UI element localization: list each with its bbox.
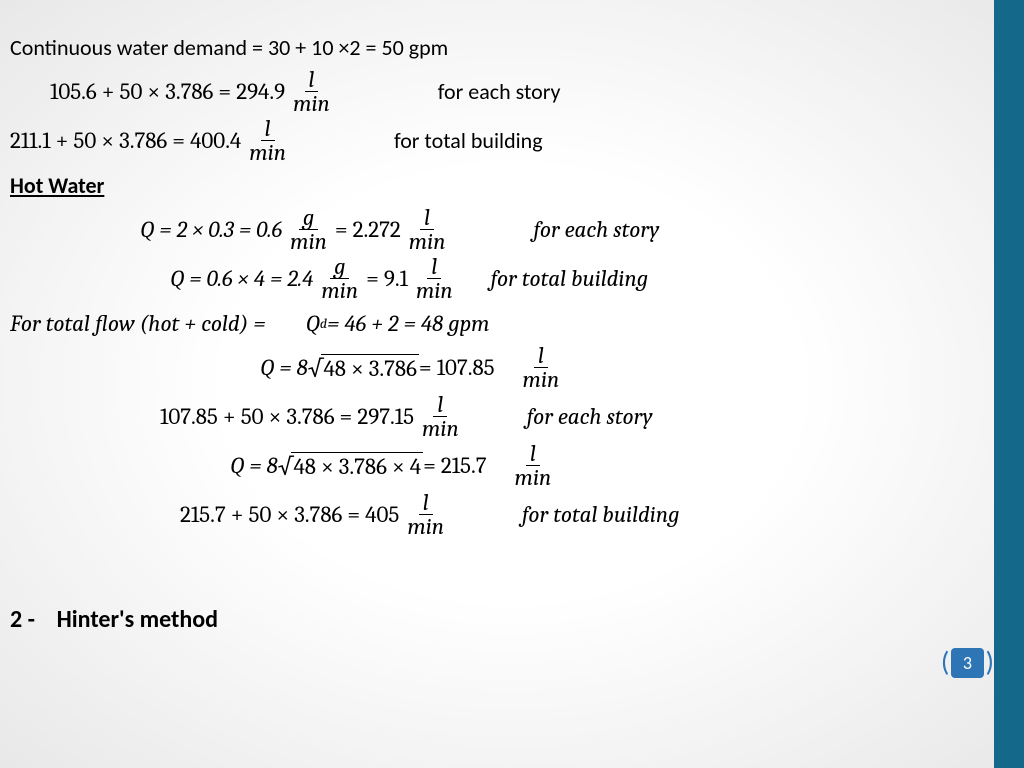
part-b: = 107.85 bbox=[419, 354, 495, 381]
eq-hot-each-story: Q = 2 × 0.3 = 0.6 g min = 2.272 l min fo… bbox=[10, 206, 1014, 253]
text: 2 - Hinter's method bbox=[10, 605, 218, 634]
sqrt: √ 48 × 3.786 bbox=[308, 354, 419, 382]
Q: Q bbox=[306, 310, 320, 337]
sqrt: √ 48 × 3.786 × 4 bbox=[278, 452, 423, 480]
lhs: 215.7 + 50 × 3.786 = 405 bbox=[180, 501, 399, 528]
unit-l-min: l min bbox=[403, 491, 448, 538]
slide-content: Continuous water demand = 30 + 10 ×2 = 5… bbox=[0, 0, 1024, 650]
sidebar-accent bbox=[994, 0, 1024, 768]
part-b: = 2.272 bbox=[335, 216, 401, 243]
note: for total building bbox=[394, 127, 543, 154]
line-continuous-demand: Continuous water demand = 30 + 10 ×2 = 5… bbox=[10, 28, 1014, 66]
part-a: Q = 8 bbox=[230, 452, 278, 479]
part-a: Q = 8 bbox=[260, 354, 308, 381]
unit-l-min: l min bbox=[405, 206, 450, 253]
page-number: 3 bbox=[963, 652, 972, 674]
text: Hot Water bbox=[10, 172, 104, 199]
eq-total-building-2: 215.7 + 50 × 3.786 = 405 l min for total… bbox=[10, 491, 1014, 538]
eq-total-building-1: 211.1 + 50 × 3.786 = 400.4 l min for tot… bbox=[10, 117, 1014, 164]
note: for each story bbox=[533, 216, 659, 243]
eq-q-sqrt-2: Q = 8 √ 48 × 3.786 × 4 = 215.7 l min bbox=[10, 442, 1014, 489]
unit-l-min: l min bbox=[412, 255, 457, 302]
part-b: = 215.7 bbox=[423, 452, 486, 479]
unit-g-min: g min bbox=[317, 255, 362, 302]
lhs: 105.6 + 50 × 3.786 = 294.9 bbox=[50, 78, 285, 105]
method-heading: 2 - Hinter's method bbox=[10, 600, 1014, 638]
unit-l-min: l min bbox=[289, 68, 334, 115]
note: for total building bbox=[522, 501, 679, 528]
page-number-badge: 3 bbox=[951, 648, 984, 678]
part-a: For total flow (hot + cold) = bbox=[10, 310, 266, 337]
note: for total building bbox=[491, 265, 648, 292]
lhs: 211.1 + 50 × 3.786 = 400.4 bbox=[10, 127, 241, 154]
unit-l-min: l min bbox=[418, 393, 463, 440]
part-a: Q = 0.6 × 4 = 2.4 bbox=[170, 265, 313, 292]
eq-hot-total-building: Q = 0.6 × 4 = 2.4 g min = 9.1 l min for … bbox=[10, 255, 1014, 302]
part-c: = 46 + 2 = 48 gpm bbox=[327, 310, 489, 337]
lhs: 107.85 + 50 × 3.786 = 297.15 bbox=[160, 403, 414, 430]
sub-d: d bbox=[320, 315, 327, 332]
unit-g-min: g min bbox=[286, 206, 331, 253]
eq-each-story-2: 107.85 + 50 × 3.786 = 297.15 l min for e… bbox=[10, 393, 1014, 440]
unit-l-min: l min bbox=[519, 344, 564, 391]
eq-q-sqrt-1: Q = 8 √ 48 × 3.786 = 107.85 l min bbox=[10, 344, 1014, 391]
eq-total-flow: For total flow (hot + cold) = Qd = 46 + … bbox=[10, 304, 1014, 342]
unit-l-min: l min bbox=[245, 117, 290, 164]
part-a: Q = 2 × 0.3 = 0.6 bbox=[140, 216, 282, 243]
note: for each story bbox=[527, 403, 653, 430]
note: for each story bbox=[438, 78, 561, 105]
hot-water-heading: Hot Water bbox=[10, 166, 1014, 204]
part-b: = 9.1 bbox=[366, 265, 408, 292]
text: Continuous water demand = 30 + 10 ×2 = 5… bbox=[10, 34, 448, 61]
eq-each-story-1: 105.6 + 50 × 3.786 = 294.9 l min for eac… bbox=[10, 68, 1014, 115]
unit-l-min: l min bbox=[511, 442, 556, 489]
